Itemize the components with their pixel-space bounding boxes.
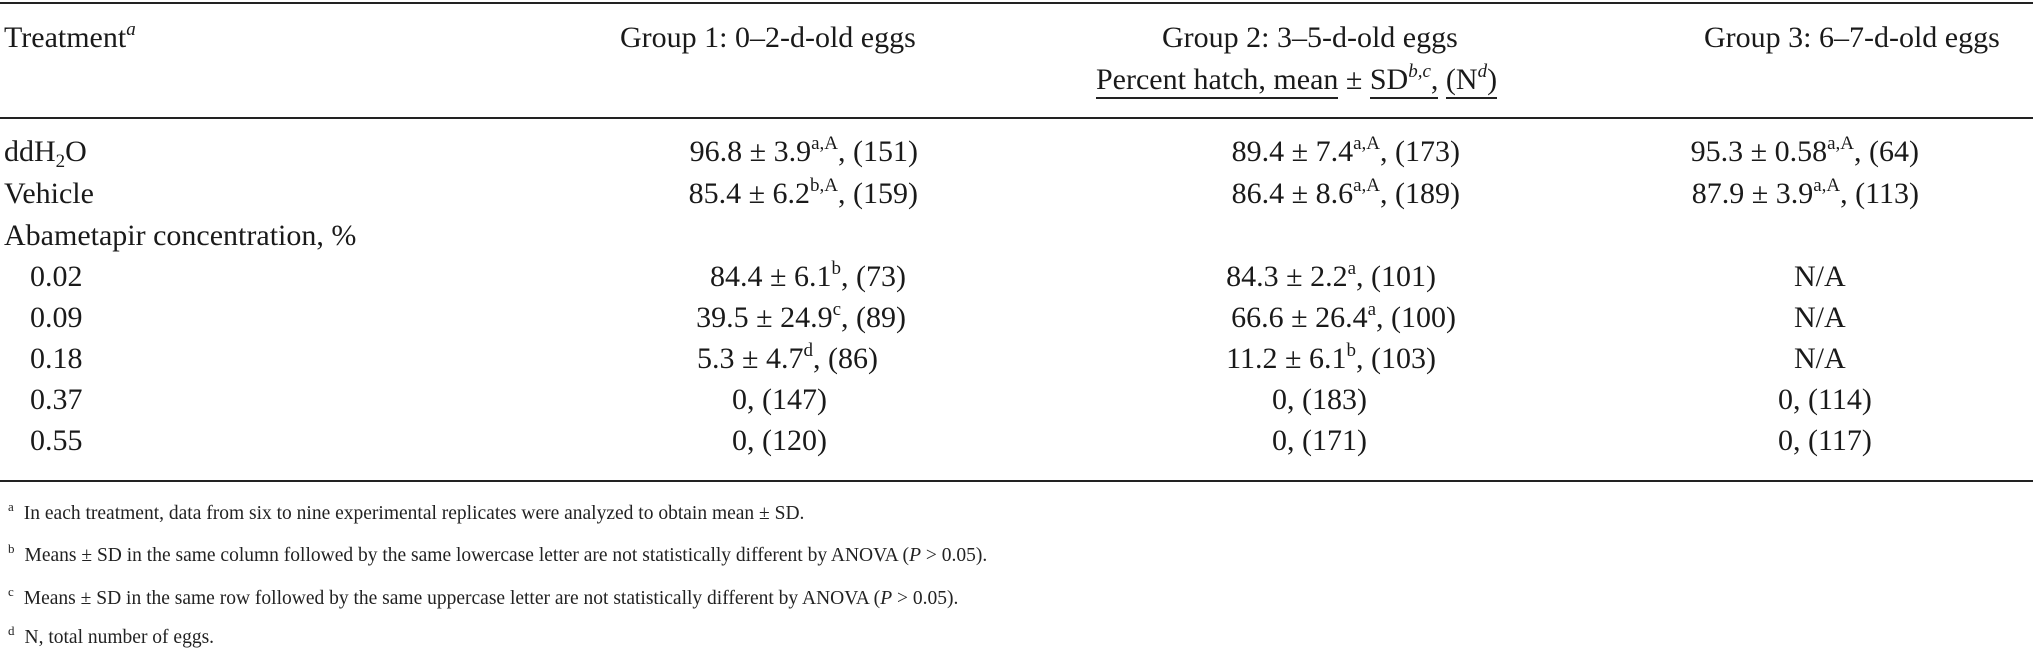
- cell-vehicle-group1: 85.4 ± 6.2b,A, (159): [688, 175, 918, 210]
- treatment-header-label: Treatment: [4, 21, 127, 54]
- footnote-a: a In each treatment, data from six to nin…: [8, 499, 805, 524]
- cell-ddh2o-group3: 95.3 ± 0.58a,A, (64): [1690, 133, 1919, 168]
- cell-0-09-group2: 66.6 ± 26.4a, (100): [1231, 299, 1456, 334]
- table-bottom-rule: [0, 480, 2033, 482]
- group3-header: Group 3: 6–7-d-old eggs: [1704, 21, 2000, 54]
- cell-0-09-group1: 39.5 ± 24.9c, (89): [696, 299, 906, 334]
- row-label-0-02: 0.02: [30, 260, 83, 293]
- treatment-header-footnote: a: [126, 19, 136, 40]
- row-label-abametapir: Abametapir concentration, %: [4, 219, 357, 252]
- cell-0-37-group1: 0, (147): [732, 383, 827, 416]
- cell-0-55-group1: 0, (120): [732, 424, 827, 457]
- row-label-ddh2o: ddH2O: [4, 135, 87, 172]
- footnote-b: b Means ± SD in the same column followed …: [8, 541, 988, 566]
- cell-0-09-group3: N/A: [1794, 301, 1846, 334]
- row-label-0-55: 0.55: [30, 424, 83, 457]
- group2-header: Group 2: 3–5-d-old eggs: [1162, 21, 1458, 54]
- cell-0-55-group2: 0, (171): [1272, 424, 1367, 457]
- header-bottom-rule: [0, 117, 2033, 119]
- row-label-0-09: 0.09: [30, 301, 83, 334]
- cell-0-02-group1: 84.4 ± 6.1b, (73): [710, 258, 906, 293]
- footnote-c: c Means ± SD in the same row followed by …: [8, 584, 959, 609]
- subheader-pm: ±: [1345, 63, 1363, 96]
- row-label-0-18: 0.18: [30, 342, 83, 375]
- group1-header: Group 1: 0–2-d-old eggs: [620, 21, 916, 54]
- cell-vehicle-group3: 87.9 ± 3.9a,A, (113): [1691, 175, 1919, 210]
- footnote-d: d N, total number of eggs.: [8, 623, 215, 648]
- cell-vehicle-group2: 86.4 ± 8.6a,A, (189): [1231, 175, 1460, 210]
- subheader-percent-hatch: Percent hatch, mean ± SDb,c, (Nd): [1096, 62, 1498, 99]
- subheader-n: (Nd): [1445, 62, 1498, 99]
- cell-0-18-group3: N/A: [1794, 342, 1846, 375]
- cell-0-37-group3: 0, (114): [1778, 383, 1872, 416]
- cell-0-02-group2: 84.3 ± 2.2a, (101): [1226, 258, 1436, 293]
- row-label-vehicle: Vehicle: [4, 177, 94, 210]
- cell-ddh2o-group1: 96.8 ± 3.9a,A, (151): [689, 133, 918, 168]
- subheader-main: Percent hatch, mean: [1096, 63, 1339, 99]
- cell-0-55-group3: 0, (117): [1778, 424, 1872, 457]
- subheader-sd: SDb,c,: [1369, 62, 1439, 99]
- cell-0-18-group1: 5.3 ± 4.7d, (86): [697, 340, 878, 375]
- treatment-header: Treatmenta: [4, 20, 136, 56]
- row-label-0-37: 0.37: [30, 383, 83, 416]
- cell-ddh2o-group2: 89.4 ± 7.4a,A, (173): [1231, 133, 1460, 168]
- cell-0-37-group2: 0, (183): [1272, 383, 1367, 416]
- cell-0-18-group2: 11.2 ± 6.1b, (103): [1226, 340, 1436, 375]
- table-top-rule: [0, 2, 2033, 4]
- cell-0-02-group3: N/A: [1794, 260, 1846, 293]
